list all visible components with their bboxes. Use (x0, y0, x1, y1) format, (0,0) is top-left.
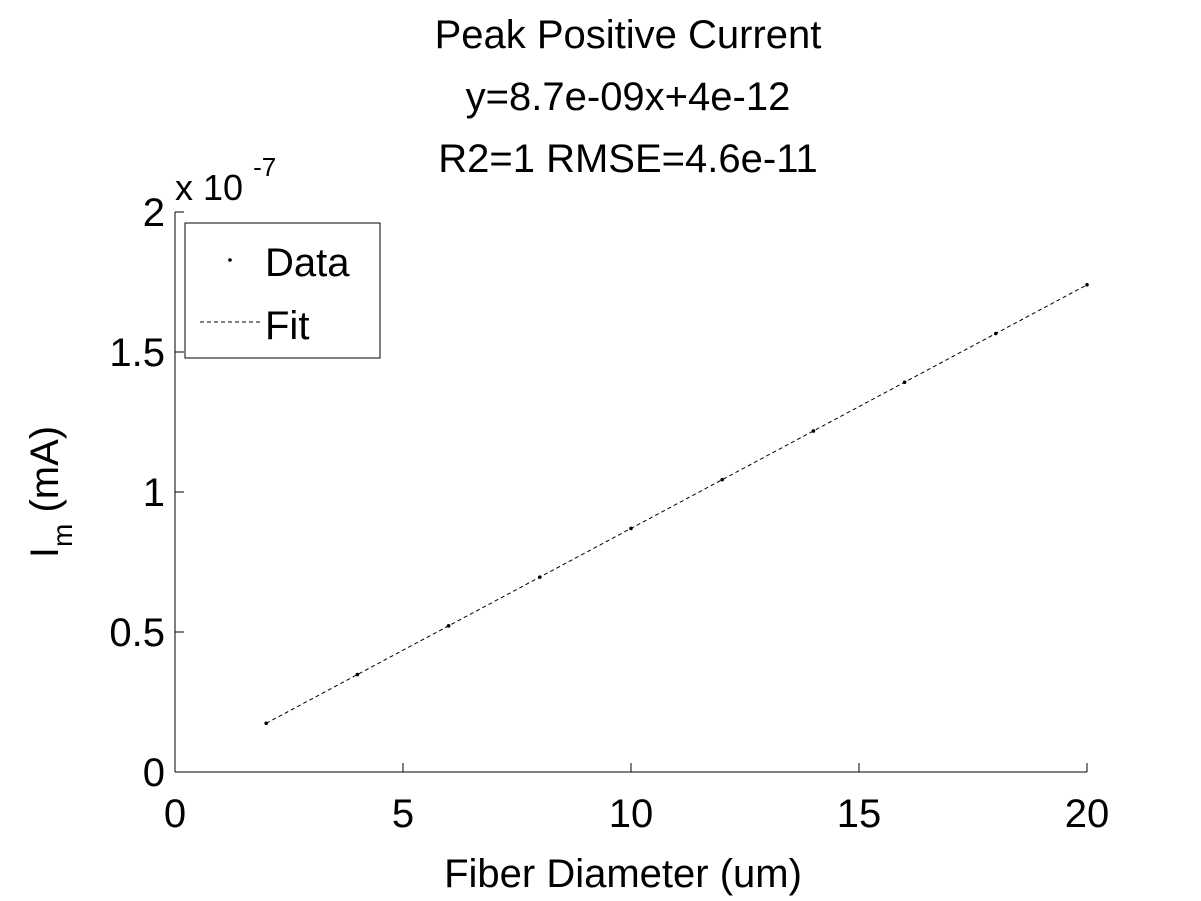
y-multiplier-exponent: -7 (253, 152, 276, 182)
legend-label-fit: Fit (265, 304, 309, 348)
data-point (629, 526, 633, 531)
data-point (902, 380, 907, 385)
data-point (446, 624, 451, 628)
data-point (355, 672, 360, 677)
y-axis-ticks: 0 0.5 1 1.5 2 (109, 191, 184, 795)
data-point (264, 721, 269, 726)
data-point (994, 331, 998, 336)
data-point (720, 477, 724, 482)
title-line-2: y=8.7e-09x+4e-12 (466, 75, 791, 119)
legend-data-marker (228, 258, 232, 262)
legend-box (184, 222, 381, 359)
x-tick-label: 5 (392, 792, 414, 836)
x-tick-label: 15 (837, 792, 882, 836)
x-tick-label: 10 (609, 792, 654, 836)
series-layer (264, 283, 1089, 726)
x-tick-label: 20 (1065, 792, 1110, 836)
y-tick-label: 1.5 (109, 331, 165, 375)
fit-line (265, 284, 1088, 724)
y-multiplier: x 10 -7 (175, 152, 276, 208)
y-tick-label: 2 (143, 191, 165, 235)
title-line-1: Peak Positive Current (435, 13, 822, 57)
chart-title: Peak Positive Current y=8.7e-09x+4e-12 R… (435, 13, 822, 181)
y-axis-label: Im (mA) (23, 426, 78, 558)
y-tick-label: 1 (143, 471, 165, 515)
y-axis-label-unit: (mA) (23, 426, 67, 524)
title-line-3: R2=1 RMSE=4.6e-11 (438, 137, 817, 181)
data-point (538, 575, 542, 579)
y-tick-label: 0.5 (109, 611, 165, 655)
legend-label-data: Data (265, 241, 350, 285)
x-axis-ticks: 0 5 10 15 20 (164, 763, 1109, 836)
y-tick-label: 0 (143, 751, 165, 795)
data-point (811, 429, 816, 433)
y-axis-label-subscript: m (47, 524, 78, 547)
x-axis-label: Fiber Diameter (um) (444, 852, 802, 896)
y-multiplier-base: x 10 (175, 167, 243, 208)
data-point (1085, 283, 1089, 287)
y-axis-label-main: I (23, 547, 67, 558)
legend: Data Fit (184, 222, 381, 359)
x-tick-label: 0 (164, 792, 186, 836)
